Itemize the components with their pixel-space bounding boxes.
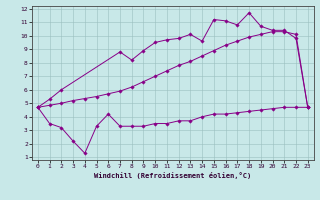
X-axis label: Windchill (Refroidissement éolien,°C): Windchill (Refroidissement éolien,°C) — [94, 172, 252, 179]
